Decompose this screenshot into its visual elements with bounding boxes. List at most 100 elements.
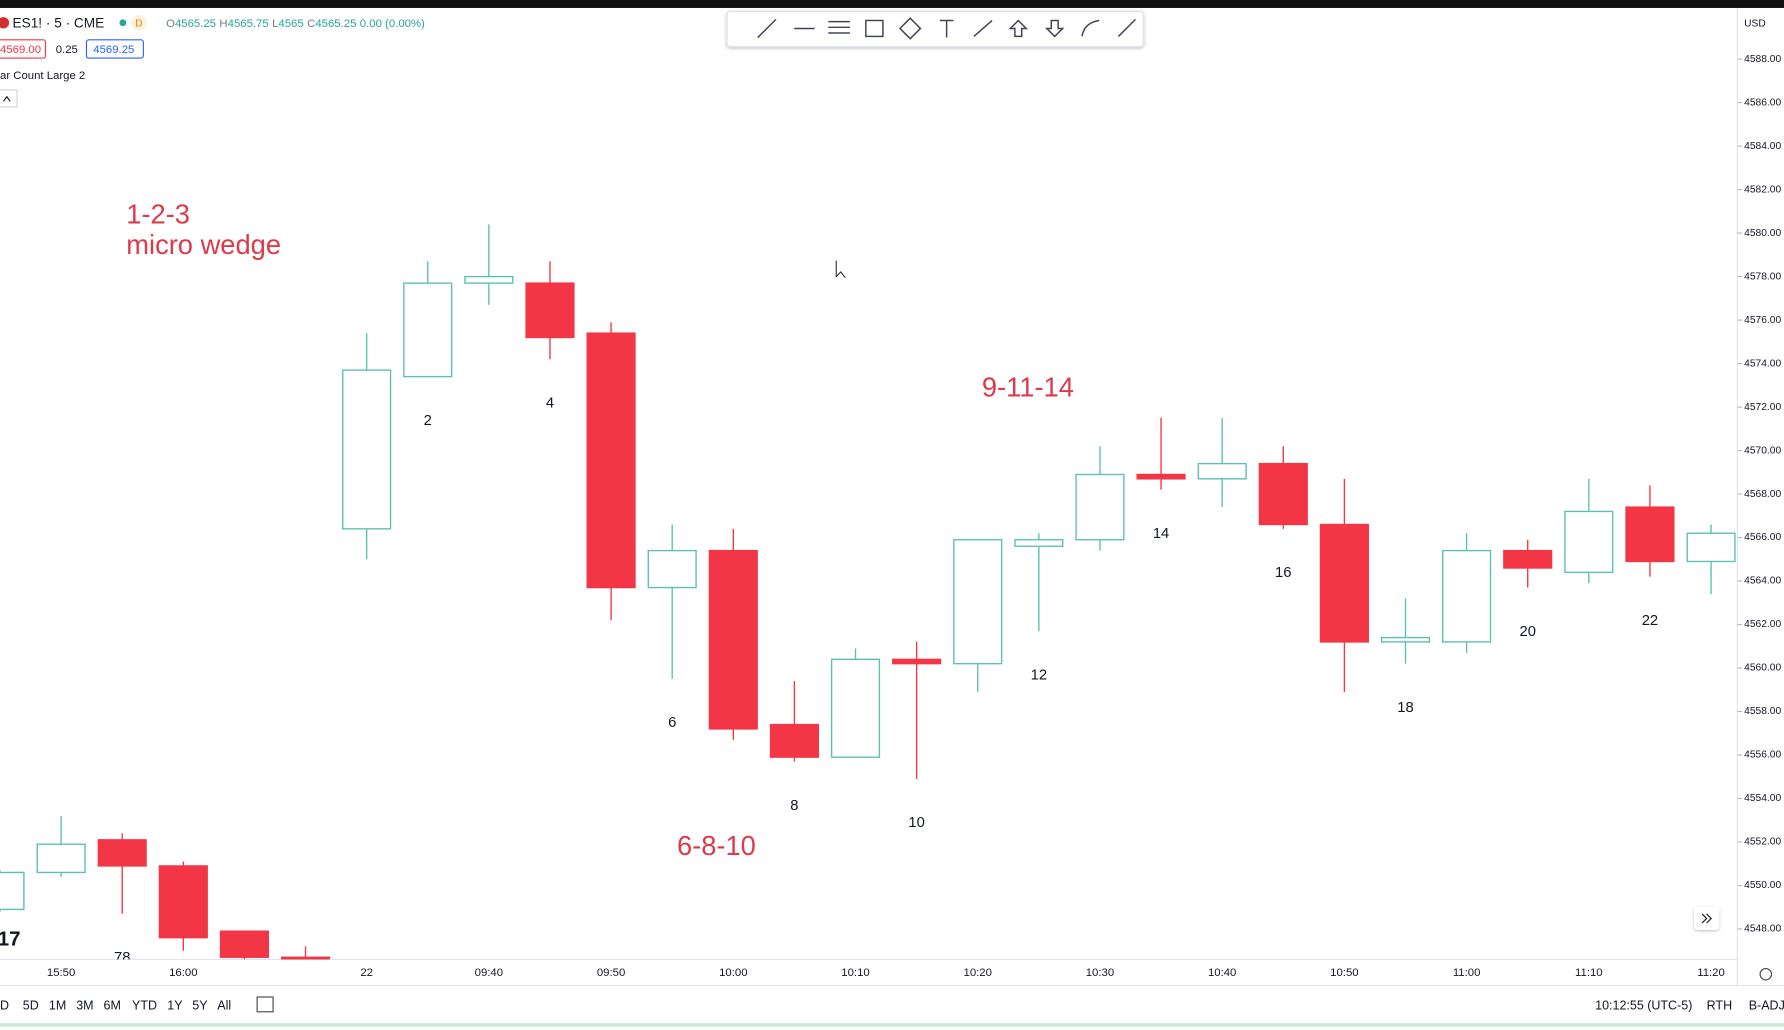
candle-body <box>892 658 942 665</box>
c: 4565.25 <box>315 18 356 30</box>
arrow-up-tool[interactable] <box>1008 19 1029 38</box>
toolbar-bg <box>726 10 1145 48</box>
bar-count: 12 <box>1031 667 1047 683</box>
o: 4565.25 <box>175 18 216 30</box>
candle-body <box>464 275 514 284</box>
x-tick-label: 09:50 <box>597 967 625 979</box>
y-tick-label: 4564.00 <box>1744 576 1781 587</box>
range-button[interactable]: YTD <box>132 998 157 1012</box>
sell-box[interactable] <box>0 39 47 59</box>
bar-count: 6 <box>668 715 676 731</box>
x-tick-label: 11:00 <box>1453 967 1481 979</box>
candle-body <box>280 956 331 960</box>
y-tick-label: 4570.00 <box>1744 445 1781 456</box>
y-tick-label: 4584.00 <box>1744 141 1781 152</box>
candle-body <box>158 865 208 939</box>
pattern-tool[interactable] <box>973 19 993 37</box>
session-badge: D <box>135 19 142 30</box>
bid[interactable]: 4569.00 <box>0 44 41 56</box>
candle-body <box>647 549 697 589</box>
range-button[interactable]: All <box>217 998 231 1012</box>
candle-body <box>953 539 1003 665</box>
settings-button[interactable] <box>1759 967 1773 981</box>
fib-tool[interactable] <box>828 20 850 34</box>
candle-body <box>1564 510 1614 574</box>
candle-body <box>0 871 25 911</box>
bar-count: 16 <box>1275 565 1291 581</box>
range-button[interactable]: 1Y <box>167 998 183 1012</box>
x-tick-label: 15:50 <box>47 967 75 979</box>
annotation: 1-2-3 <box>126 198 190 229</box>
bar-count: 22 <box>1642 613 1658 629</box>
ohlc: O4565.25 H4565.75 L4565 C4565.25 0.00 (0.00%… <box>166 18 425 30</box>
bar-count: 8 <box>790 798 798 814</box>
session-badge-bg <box>130 14 147 31</box>
scroll-icon <box>1701 913 1712 924</box>
candle-body <box>97 839 147 867</box>
range-button[interactable]: 3M <box>76 998 93 1012</box>
y-tick-label: 4556.00 <box>1744 750 1781 761</box>
date-picker[interactable] <box>256 996 274 1013</box>
candle-body <box>1625 506 1675 563</box>
candle-body <box>525 282 575 339</box>
y-tick-label: 4552.00 <box>1744 837 1781 848</box>
adjust[interactable]: B-ADJ <box>1749 998 1784 1012</box>
y-tick-label: 4568.00 <box>1744 489 1781 500</box>
annotation: 6-8-10 <box>677 830 756 861</box>
y-tick-label: 4586.00 <box>1744 97 1781 108</box>
x-tick-label: 22 <box>360 967 373 979</box>
shape-tool[interactable] <box>898 17 922 40</box>
bar-count: 10 <box>908 815 924 831</box>
trend-line-tool[interactable] <box>757 18 777 39</box>
currency[interactable]: USD <box>1744 19 1766 30</box>
curve-tool[interactable] <box>1081 19 1100 37</box>
symbol[interactable]: ES1! · 5 · CME <box>13 16 105 31</box>
y-tick-label: 4576.00 <box>1744 315 1781 326</box>
x-tick-label: 16:00 <box>169 967 197 979</box>
arrow-down-tool[interactable] <box>1044 19 1065 38</box>
x-tick-label: 11:10 <box>1575 967 1603 979</box>
candle-body <box>1197 462 1247 480</box>
annotation: 17 <box>0 927 21 950</box>
candle-body <box>769 723 819 758</box>
o-label: O <box>166 18 175 30</box>
l: 4565 <box>278 18 303 30</box>
range-button[interactable]: 5D <box>23 998 39 1012</box>
candle-body <box>830 658 881 758</box>
brush-tool[interactable] <box>1117 18 1137 37</box>
x-tick-label: 10:30 <box>1086 967 1114 979</box>
session[interactable]: RTH <box>1707 998 1732 1012</box>
candle-body <box>1075 473 1125 541</box>
bar-count: 78 <box>114 950 130 966</box>
l-label: L <box>272 18 278 30</box>
ask[interactable]: 4569.25 <box>93 44 134 56</box>
h-label: H <box>219 18 227 30</box>
buy-box[interactable] <box>85 39 144 59</box>
range-button[interactable]: 5Y <box>192 998 208 1012</box>
spread: 0.25 <box>56 44 78 56</box>
y-tick-label: 4566.00 <box>1744 532 1781 543</box>
annotation: micro wedge <box>126 229 281 260</box>
text-tool[interactable] <box>939 19 954 38</box>
range-bar: D 5D 1M 3M 6M YTD 1Y 5Y All <box>0 998 231 1012</box>
y-tick-label: 4572.00 <box>1744 402 1781 413</box>
rect-tool[interactable] <box>865 19 884 38</box>
y-tick-label: 4550.00 <box>1744 880 1781 891</box>
collapse-icon <box>2 95 11 102</box>
range-button[interactable]: D <box>0 998 9 1012</box>
x-tick-label: 09:40 <box>475 967 503 979</box>
candle-body <box>586 332 636 589</box>
symbol-icon <box>0 17 10 29</box>
bar-count: 14 <box>1153 526 1169 542</box>
candle-body <box>1442 549 1492 643</box>
bar-count: 20 <box>1519 624 1535 640</box>
range-button[interactable]: 1M <box>49 998 66 1012</box>
candle-body <box>1258 462 1308 526</box>
y-tick-label: 4558.00 <box>1744 706 1781 717</box>
candle-body <box>1014 539 1064 547</box>
range-button[interactable]: 6M <box>104 998 121 1012</box>
candle-body <box>1503 549 1553 569</box>
clock: 10:12:55 (UTC-5) <box>1595 998 1692 1012</box>
